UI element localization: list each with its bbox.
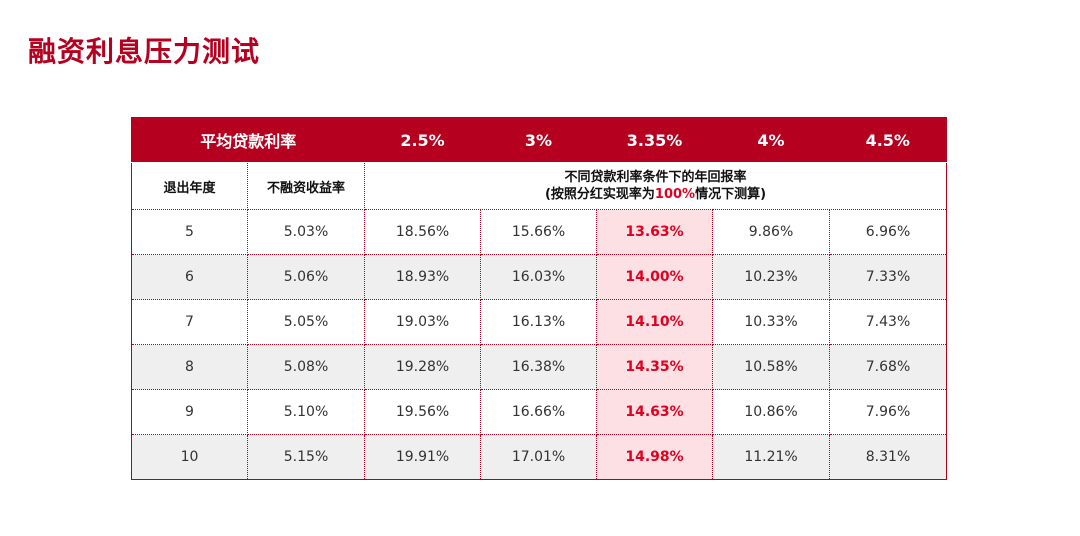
cell-unlevered: 5.03%: [247, 209, 366, 255]
cell-rate-3: 16.13%: [480, 299, 598, 345]
cell-rate-2-5: 19.91%: [364, 434, 482, 480]
cell-rate-3: 16.03%: [480, 254, 598, 300]
note-prefix: (按照分红实现率为: [544, 187, 655, 202]
note-line-2: (按照分红实现率为100%情况下测算): [365, 186, 946, 203]
cell-rate-2-5: 19.28%: [364, 344, 482, 390]
table-row: 9 5.10% 19.56% 16.66% 14.63% 10.86% 7.96…: [131, 389, 947, 435]
cell-rate-3-35-highlight: 13.63%: [596, 209, 714, 255]
cell-rate-2-5: 19.56%: [364, 389, 482, 435]
cell-exit-year: 10: [131, 434, 248, 480]
cell-rate-4: 10.58%: [712, 344, 831, 390]
table-row: 5 5.03% 18.56% 15.66% 13.63% 9.86% 6.96%: [131, 209, 947, 255]
note-highlight-100-percent: 100%: [654, 187, 696, 202]
cell-rate-4: 11.21%: [712, 434, 831, 480]
cell-rate-3-35-highlight: 14.10%: [596, 299, 714, 345]
header-rate-4-5: 4.5%: [829, 117, 947, 163]
cell-rate-4: 9.86%: [712, 209, 831, 255]
cell-rate-3: 16.38%: [480, 344, 598, 390]
cell-rate-4-5: 8.31%: [829, 434, 947, 480]
stress-test-table: 平均贷款利率 2.5% 3% 3.35% 4% 4.5% 退出年度 不融资收益率…: [131, 117, 948, 480]
cell-unlevered: 5.15%: [247, 434, 366, 480]
subheader-exit-year: 退出年度: [131, 162, 248, 210]
header-rate-2-5: 2.5%: [364, 117, 481, 163]
sub-header-row: 退出年度 不融资收益率 不同贷款利率条件下的年回报率 (按照分红实现率为100%…: [131, 162, 947, 210]
cell-rate-4: 10.86%: [712, 389, 831, 435]
header-rate-3: 3%: [480, 117, 597, 163]
cell-exit-year: 8: [131, 344, 248, 390]
cell-unlevered: 5.06%: [247, 254, 366, 300]
cell-rate-3-35-highlight: 14.63%: [596, 389, 714, 435]
note-suffix: 情况下测算): [695, 187, 767, 202]
cell-rate-4-5: 7.68%: [829, 344, 947, 390]
subheader-return-note: 不同贷款利率条件下的年回报率 (按照分红实现率为100%情况下测算): [364, 162, 947, 210]
cell-rate-4: 10.23%: [712, 254, 831, 300]
header-rate-3-35: 3.35%: [596, 117, 713, 163]
cell-rate-2-5: 19.03%: [364, 299, 482, 345]
cell-exit-year: 9: [131, 389, 248, 435]
note-line-1: 不同贷款利率条件下的年回报率: [564, 170, 747, 185]
cell-unlevered: 5.10%: [247, 389, 366, 435]
rate-header-row: 平均贷款利率 2.5% 3% 3.35% 4% 4.5%: [131, 117, 947, 163]
page-title: 融资利息压力测试: [28, 35, 261, 68]
cell-rate-4-5: 7.43%: [829, 299, 947, 345]
cell-rate-3-35-highlight: 14.98%: [596, 434, 714, 480]
subheader-unlevered-return: 不融资收益率: [247, 162, 366, 210]
table-row: 6 5.06% 18.93% 16.03% 14.00% 10.23% 7.33…: [131, 254, 947, 300]
cell-rate-4-5: 6.96%: [829, 209, 947, 255]
table-row: 8 5.08% 19.28% 16.38% 14.35% 10.58% 7.68…: [131, 344, 947, 390]
cell-rate-2-5: 18.93%: [364, 254, 482, 300]
table-row: 10 5.15% 19.91% 17.01% 14.98% 11.21% 8.3…: [131, 434, 947, 480]
cell-exit-year: 7: [131, 299, 248, 345]
cell-rate-3-35-highlight: 14.00%: [596, 254, 714, 300]
header-label-avg-loan-rate: 平均贷款利率: [131, 117, 365, 163]
cell-rate-4: 10.33%: [712, 299, 831, 345]
cell-rate-3: 16.66%: [480, 389, 598, 435]
cell-rate-2-5: 18.56%: [364, 209, 482, 255]
cell-rate-3: 15.66%: [480, 209, 598, 255]
cell-rate-4-5: 7.33%: [829, 254, 947, 300]
header-rate-4: 4%: [712, 117, 830, 163]
cell-exit-year: 6: [131, 254, 248, 300]
cell-unlevered: 5.08%: [247, 344, 366, 390]
cell-rate-4-5: 7.96%: [829, 389, 947, 435]
cell-unlevered: 5.05%: [247, 299, 366, 345]
table-row: 7 5.05% 19.03% 16.13% 14.10% 10.33% 7.43…: [131, 299, 947, 345]
cell-rate-3: 17.01%: [480, 434, 598, 480]
cell-rate-3-35-highlight: 14.35%: [596, 344, 714, 390]
cell-exit-year: 5: [131, 209, 248, 255]
